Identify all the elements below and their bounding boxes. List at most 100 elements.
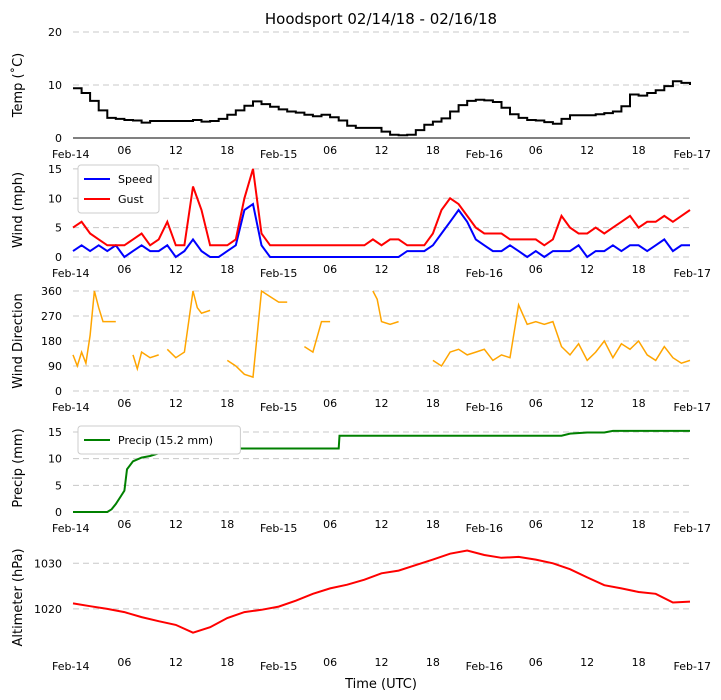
x-tick-label-temp: 18: [426, 144, 440, 157]
y-tick-label-temp: 10: [48, 79, 62, 92]
legend-label: Speed: [118, 173, 152, 186]
legend-wind: Speed Gust: [77, 164, 160, 214]
x-tick-label-temp: Feb-15: [260, 148, 297, 161]
x-tick-label-dir: Feb-17: [674, 401, 711, 414]
y-tick-label-precip: 5: [55, 479, 62, 492]
x-tick-label-wind: 06: [323, 263, 337, 276]
y-axis-label-precip: Precip (mm): [11, 428, 26, 507]
y-tick-label-dir: 270: [41, 310, 62, 323]
series-dir-direction: [226, 289, 288, 379]
panel-temp: 0 10 20 Temp (˚C) Feb-14 06 12 18 Feb-15 06 12 18 Fe…: [10, 26, 711, 161]
y-tick-label-temp: 20: [48, 26, 62, 39]
x-tick-label-precip: 18: [426, 518, 440, 531]
series-temp-temp: [73, 80, 691, 137]
panel-wind: 0 5 10 15 Wind (mph) Feb-14 06 12 18 Feb-15 06 12 18…: [11, 163, 711, 280]
x-tick-label-precip: 06: [529, 518, 543, 531]
legend-label: Gust: [118, 193, 144, 206]
x-tick-label-alt: 06: [529, 656, 543, 669]
x-tick-label-alt: 12: [580, 656, 594, 669]
x-tick-label-wind: Feb-16: [466, 267, 503, 280]
series-wind-gust: [72, 168, 691, 247]
panel-alt: 1020 1030 Altimeter (hPa) Feb-14 06 12 18 Feb-1…: [11, 548, 711, 673]
y-tick-label-dir: 0: [55, 385, 62, 398]
x-tick-label-temp: 18: [220, 144, 234, 157]
legend-box: [77, 164, 160, 214]
panel-precip: 0 5 10 15 Precip (mm) Feb-14 06 12 18 Feb-15 06 12 1…: [11, 425, 711, 535]
x-tick-label-dir: 12: [169, 397, 183, 410]
x-tick-label-temp: 12: [580, 144, 594, 157]
x-tick-label-dir: 18: [632, 397, 646, 410]
x-tick-label-dir: 06: [117, 397, 131, 410]
legend-box: [77, 425, 241, 455]
x-tick-label-alt: 18: [426, 656, 440, 669]
series-dir-direction: [432, 302, 691, 368]
series-dir-direction: [132, 350, 159, 372]
x-tick-label-wind: 06: [529, 263, 543, 276]
x-tick-label-alt: 06: [117, 656, 131, 669]
y-tick-label-precip: 0: [55, 506, 62, 519]
x-tick-label-temp: 06: [117, 144, 131, 157]
x-tick-label-wind: 18: [220, 263, 234, 276]
x-tick-label-alt: 18: [632, 656, 646, 669]
x-tick-label-precip: 12: [169, 518, 183, 531]
x-tick-label-precip: Feb-16: [466, 522, 503, 535]
x-tick-label-alt: 12: [169, 656, 183, 669]
y-tick-label-wind: 0: [55, 251, 62, 264]
x-tick-label-temp: Feb-14: [52, 148, 89, 161]
series-dir-direction: [72, 290, 116, 369]
x-tick-label-dir: Feb-14: [52, 401, 89, 414]
y-tick-label-alt: 1020: [34, 603, 62, 616]
x-tick-label-temp: Feb-16: [466, 148, 503, 161]
x-tick-label-wind: 12: [169, 263, 183, 276]
x-tick-label-alt: Feb-15: [260, 660, 297, 673]
x-tick-label-wind: Feb-17: [674, 267, 711, 280]
x-tick-label-precip: 12: [375, 518, 389, 531]
x-tick-label-precip: 06: [323, 518, 337, 531]
x-tick-label-dir: Feb-16: [466, 401, 503, 414]
x-tick-label-dir: 12: [580, 397, 594, 410]
x-tick-label-alt: Feb-17: [674, 660, 711, 673]
x-tick-label-wind: 18: [632, 263, 646, 276]
legend-precip: Precip (15.2 mm): [77, 425, 241, 455]
x-tick-label-temp: 06: [529, 144, 543, 157]
x-tick-label-wind: 12: [375, 263, 389, 276]
series-dir-direction: [166, 290, 211, 359]
x-tick-label-alt: 18: [220, 656, 234, 669]
y-axis-label-alt: Altimeter (hPa): [11, 548, 26, 646]
x-tick-label-alt: 12: [375, 656, 389, 669]
x-axis-label: Time (UTC): [344, 677, 417, 692]
x-tick-label-temp: 06: [323, 144, 337, 157]
x-tick-label-wind: 18: [426, 263, 440, 276]
y-tick-label-wind: 10: [48, 192, 62, 205]
series-alt-altimeter: [72, 549, 691, 634]
y-axis-label-wind: Wind (mph): [11, 172, 26, 248]
x-tick-label-dir: 12: [375, 397, 389, 410]
series-dir-direction: [303, 320, 331, 354]
y-axis-label-dir: Wind Direction: [11, 293, 26, 389]
y-axis-label-temp: Temp (˚C): [10, 53, 26, 119]
y-tick-label-dir: 180: [41, 335, 62, 348]
x-tick-label-dir: 18: [426, 397, 440, 410]
x-tick-label-dir: 06: [529, 397, 543, 410]
x-tick-label-wind: 06: [117, 263, 131, 276]
y-tick-label-precip: 15: [48, 426, 62, 439]
x-tick-label-temp: 12: [169, 144, 183, 157]
x-tick-label-temp: Feb-17: [674, 148, 711, 161]
x-tick-label-precip: 12: [580, 518, 594, 531]
x-tick-label-wind: Feb-14: [52, 267, 89, 280]
y-tick-label-wind: 5: [55, 222, 62, 235]
y-tick-label-precip: 10: [48, 453, 62, 466]
x-tick-label-temp: 18: [632, 144, 646, 157]
x-tick-label-dir: 06: [323, 397, 337, 410]
y-tick-label-wind: 15: [48, 163, 62, 176]
y-tick-label-dir: 90: [48, 360, 62, 373]
series-dir-direction: [372, 290, 399, 326]
x-tick-label-precip: Feb-14: [52, 522, 89, 535]
chart-title: Hoodsport 02/14/18 - 02/16/18: [265, 10, 497, 28]
x-tick-label-precip: 06: [117, 518, 131, 531]
x-tick-label-dir: 18: [220, 397, 234, 410]
x-tick-label-precip: 18: [220, 518, 234, 531]
x-tick-label-precip: 18: [632, 518, 646, 531]
x-tick-label-wind: Feb-15: [260, 267, 297, 280]
